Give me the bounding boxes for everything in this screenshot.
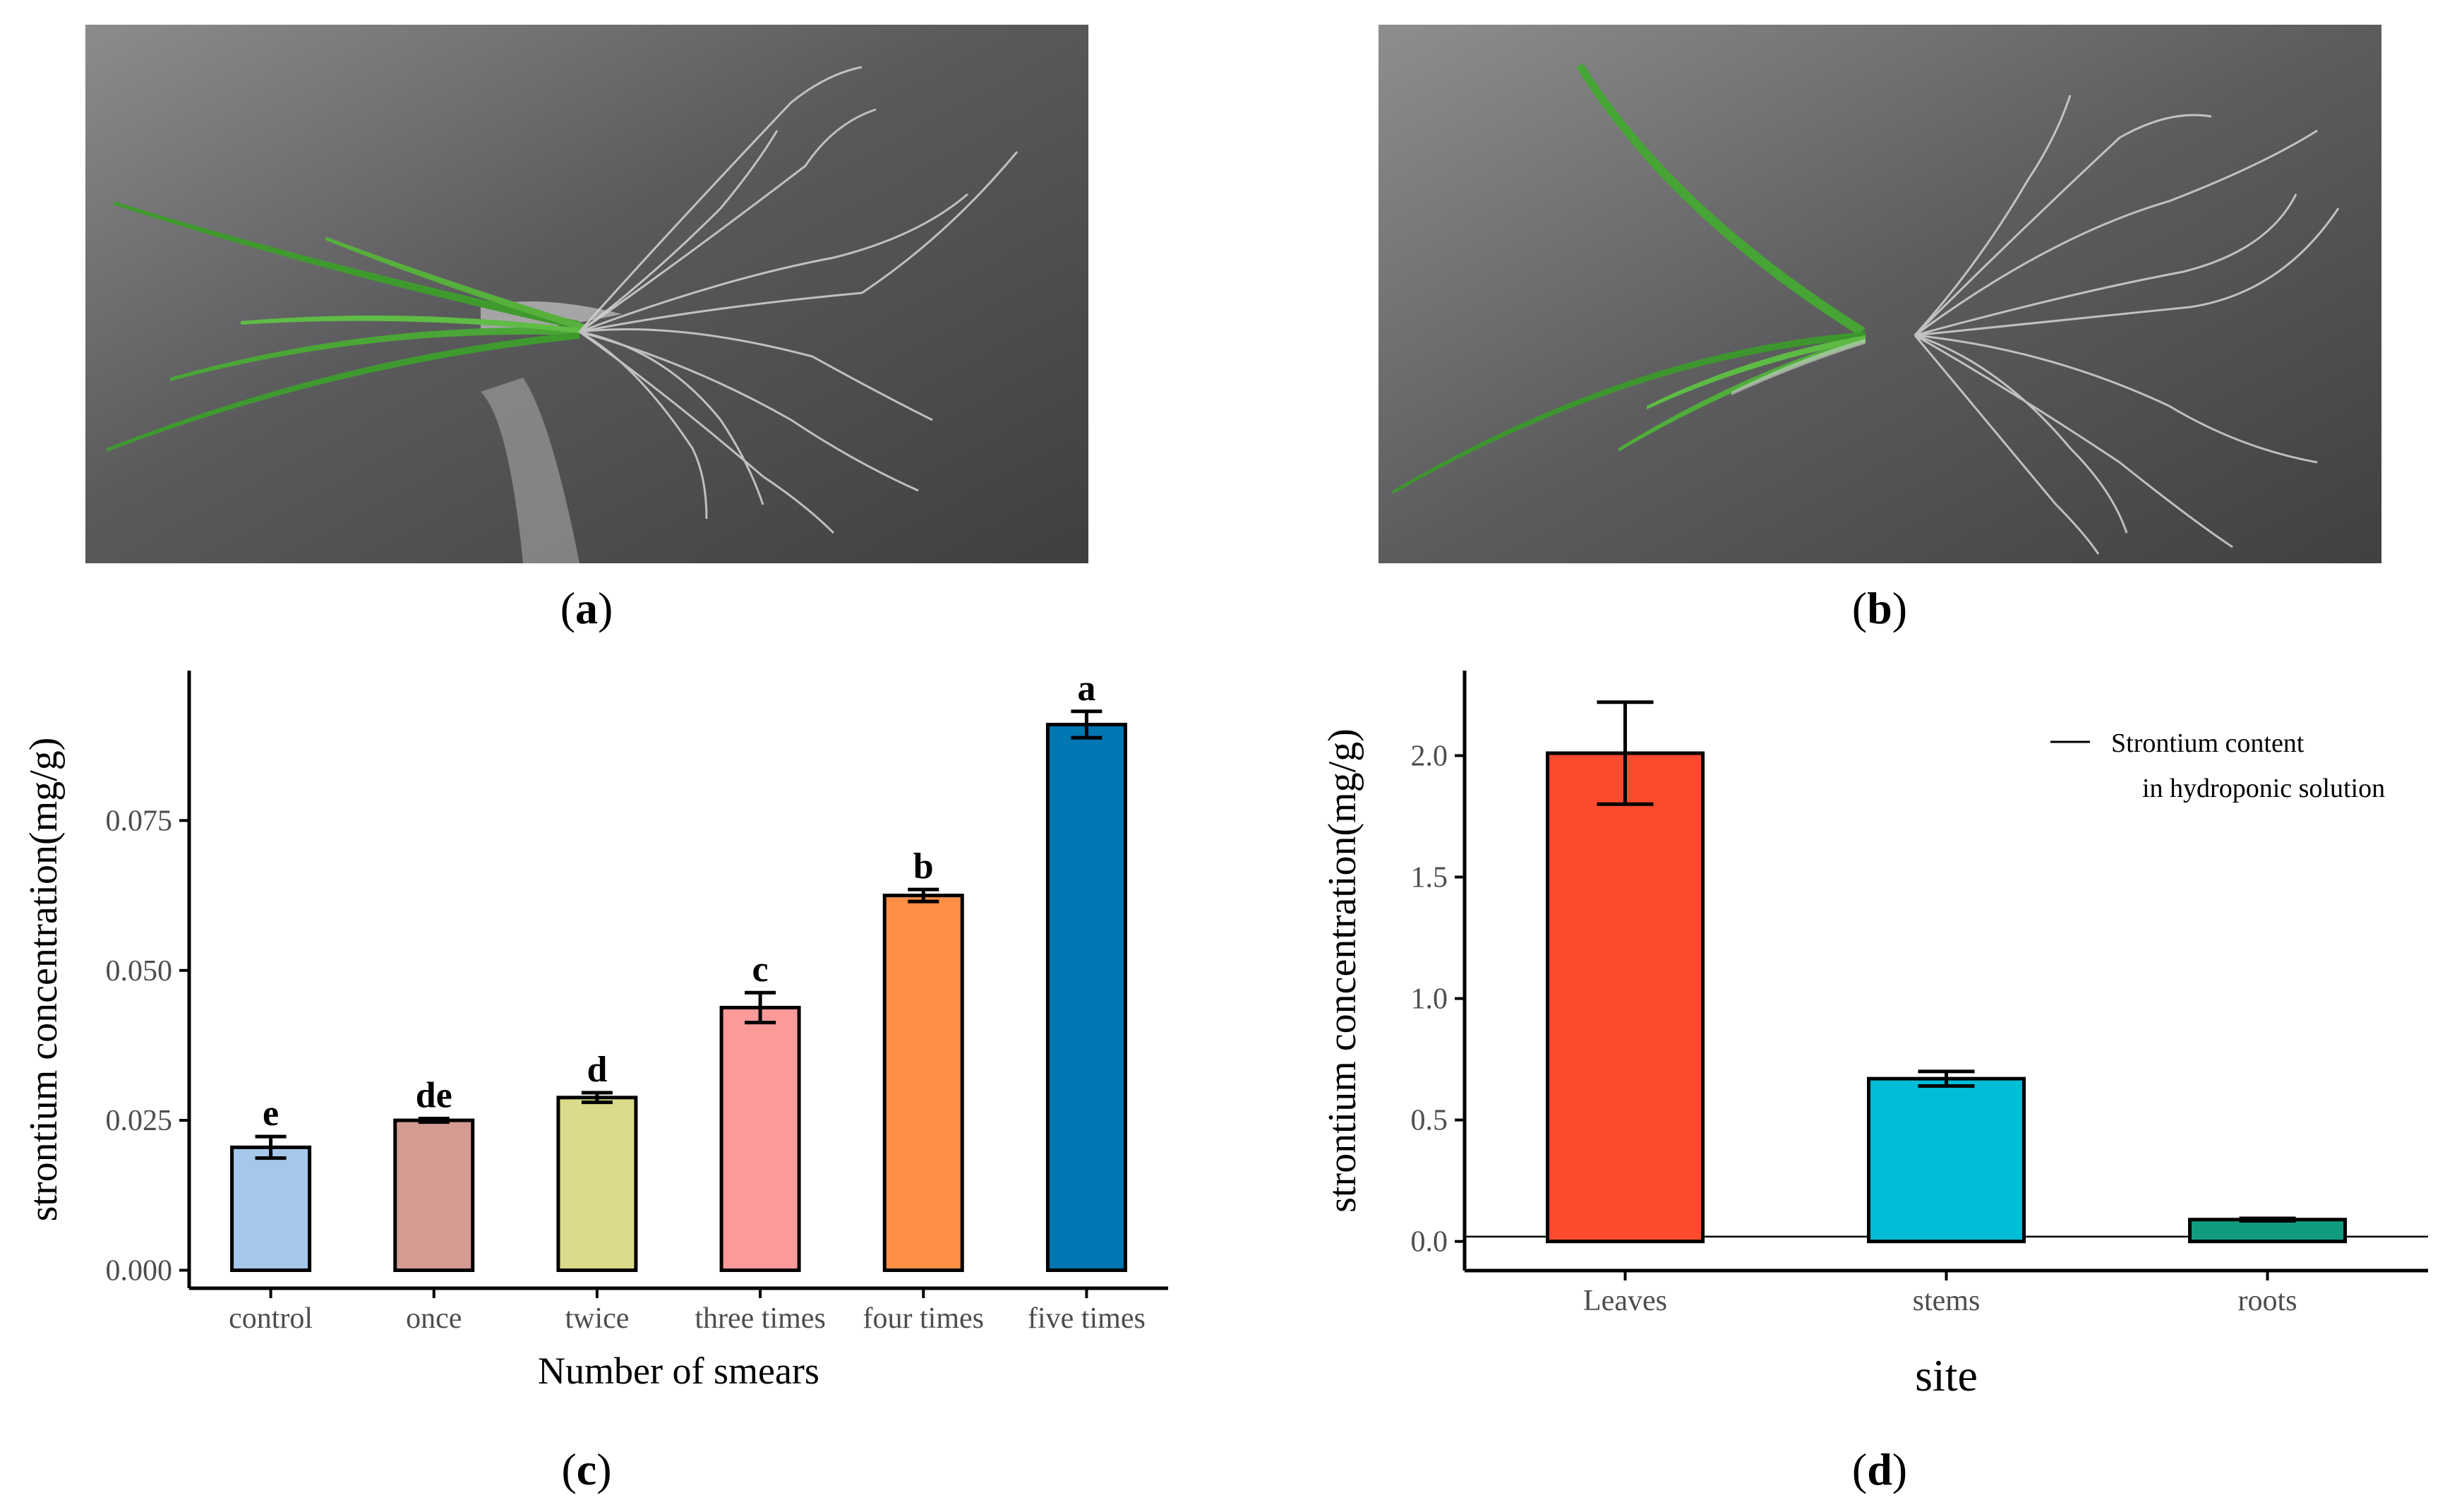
significance-label: b [913, 846, 934, 887]
bar-once [393, 1118, 475, 1273]
x-tick-label: twice [565, 1302, 629, 1335]
y-tick-label: 0.050 [106, 955, 173, 988]
legend-text-line1: Strontium content [2111, 728, 2305, 758]
photo-a-wheat-seedling [85, 25, 1088, 563]
wheat-seedling-image-b [1378, 25, 2381, 563]
y-tick-label: 0.025 [106, 1105, 173, 1137]
legend-text-line2: in hydroponic solution [2142, 774, 2385, 803]
x-tick-label: once [406, 1302, 462, 1335]
x-tick-label: roots [2238, 1285, 2297, 1317]
panel-label-c: (c) [561, 1444, 612, 1494]
panel-label-d: (d) [1851, 1444, 1908, 1494]
bar-control [230, 1145, 312, 1273]
y-tick-label: 0.5 [1411, 1105, 1448, 1137]
bar-four-times [882, 894, 964, 1273]
x-tick-label: four times [863, 1302, 984, 1335]
chart-c-svg: 0.000 0.025 0.050 0.075 control e once de twice d… [22, 668, 1168, 1392]
y-tick-label: 2.0 [1411, 740, 1448, 772]
y-axis-title: strontium concentration(mg/g) [1321, 728, 1364, 1213]
x-tick-label: control [229, 1302, 313, 1335]
photo-b-wheat-seedling [1378, 25, 2381, 563]
x-axis-title: site [1915, 1350, 1978, 1400]
bar-roots [2188, 1218, 2347, 1244]
y-tick-label: 1.0 [1411, 983, 1448, 1016]
bar-five-times [1045, 722, 1127, 1273]
chart-c-smears: 0.000 0.025 0.050 0.075 control e once de twice d… [0, 649, 1228, 1412]
x-tick-label: stems [1913, 1285, 1981, 1317]
chart-d-svg: 0.0 0.5 1.0 1.5 2.0 Leaves stems roots site stron… [1321, 671, 2428, 1400]
wheat-seedling-image-a [85, 25, 1088, 563]
significance-label: d [587, 1050, 607, 1090]
x-tick-label: three times [695, 1302, 825, 1335]
y-axis-title: strontium concentration(mg/g) [22, 738, 66, 1222]
bar-stems [1867, 1076, 2026, 1244]
panel-label-b: (b) [1851, 583, 1908, 633]
bar-twice [556, 1096, 638, 1273]
x-tick-label: Leaves [1583, 1285, 1667, 1317]
significance-label: a [1077, 668, 1095, 709]
significance-label: e [263, 1093, 279, 1134]
significance-label: de [416, 1076, 452, 1116]
y-tick-label: 0.075 [106, 805, 173, 837]
bar-three-times [719, 1005, 801, 1273]
x-axis-title: Number of smears [538, 1350, 819, 1392]
x-tick-label: five times [1028, 1302, 1146, 1335]
y-tick-label: 0.0 [1411, 1226, 1448, 1259]
panel-label-a: (a) [560, 583, 613, 633]
y-tick-label: 1.5 [1411, 862, 1448, 894]
bar-leaves [1546, 751, 1705, 1244]
significance-label: c [752, 949, 769, 990]
y-tick-label: 0.000 [106, 1255, 173, 1288]
chart-d-site: 0.0 0.5 1.0 1.5 2.0 Leaves stems roots site stron… [1228, 649, 2457, 1412]
